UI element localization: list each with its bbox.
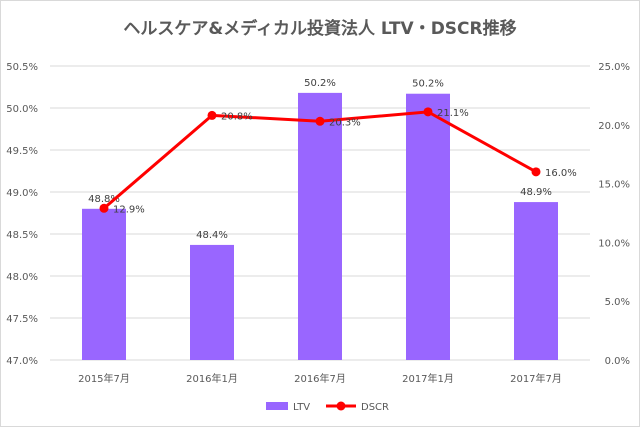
data-label-dscr: 21.1% [437, 108, 469, 119]
x-tick-label: 2017年1月 [402, 372, 454, 385]
x-tick-label: 2016年7月 [294, 372, 346, 385]
y-left-tick-label: 47.0% [6, 356, 38, 367]
bar-ltv [514, 202, 558, 360]
legend-label-dscr: DSCR [361, 402, 389, 413]
point-dscr [423, 107, 433, 117]
data-label-dscr: 16.0% [545, 168, 577, 179]
data-label-ltv: 50.2% [304, 78, 336, 89]
x-tick-label: 2015年7月 [78, 372, 130, 385]
y-right-tick-label: 15.0% [598, 180, 630, 191]
y-right-tick-label: 10.0% [598, 238, 630, 249]
legend-marker-dscr [336, 401, 346, 411]
data-label-ltv: 48.8% [88, 194, 120, 205]
x-tick-label: 2017年7月 [510, 372, 562, 385]
point-dscr [99, 203, 109, 213]
point-dscr [207, 110, 217, 120]
chart-title: ヘルスケア&メディカル投資法人 LTV・DSCR推移 [123, 19, 517, 39]
point-dscr [315, 116, 325, 126]
legend-swatch-ltv [266, 402, 288, 410]
data-label-dscr: 12.9% [113, 204, 145, 215]
y-left-tick-label: 49.5% [6, 146, 38, 157]
data-label-dscr: 20.3% [329, 117, 361, 128]
y-left-tick-label: 47.5% [6, 314, 38, 325]
y-right-tick-label: 20.0% [598, 121, 630, 132]
bar-ltv [406, 93, 450, 360]
y-right-tick-label: 0.0% [605, 356, 630, 367]
data-label-ltv: 48.9% [520, 187, 552, 198]
bar-ltv [82, 208, 126, 360]
y-left-tick-label: 48.5% [6, 230, 38, 241]
bar-ltv [298, 92, 342, 360]
y-left-tick-label: 49.0% [6, 188, 38, 199]
legend-label-ltv: LTV [293, 402, 310, 413]
y-left-tick-label: 50.5% [6, 62, 38, 73]
bar-ltv [190, 244, 234, 360]
data-label-dscr: 20.8% [221, 111, 253, 122]
point-dscr [531, 167, 541, 177]
y-left-tick-label: 50.0% [6, 104, 38, 115]
y-right-tick-label: 5.0% [605, 297, 630, 308]
data-label-ltv: 50.2% [412, 79, 444, 90]
y-left-tick-label: 48.0% [6, 272, 38, 283]
data-label-ltv: 48.4% [196, 230, 228, 241]
y-right-tick-label: 25.0% [598, 62, 630, 73]
x-tick-label: 2016年1月 [186, 372, 238, 385]
